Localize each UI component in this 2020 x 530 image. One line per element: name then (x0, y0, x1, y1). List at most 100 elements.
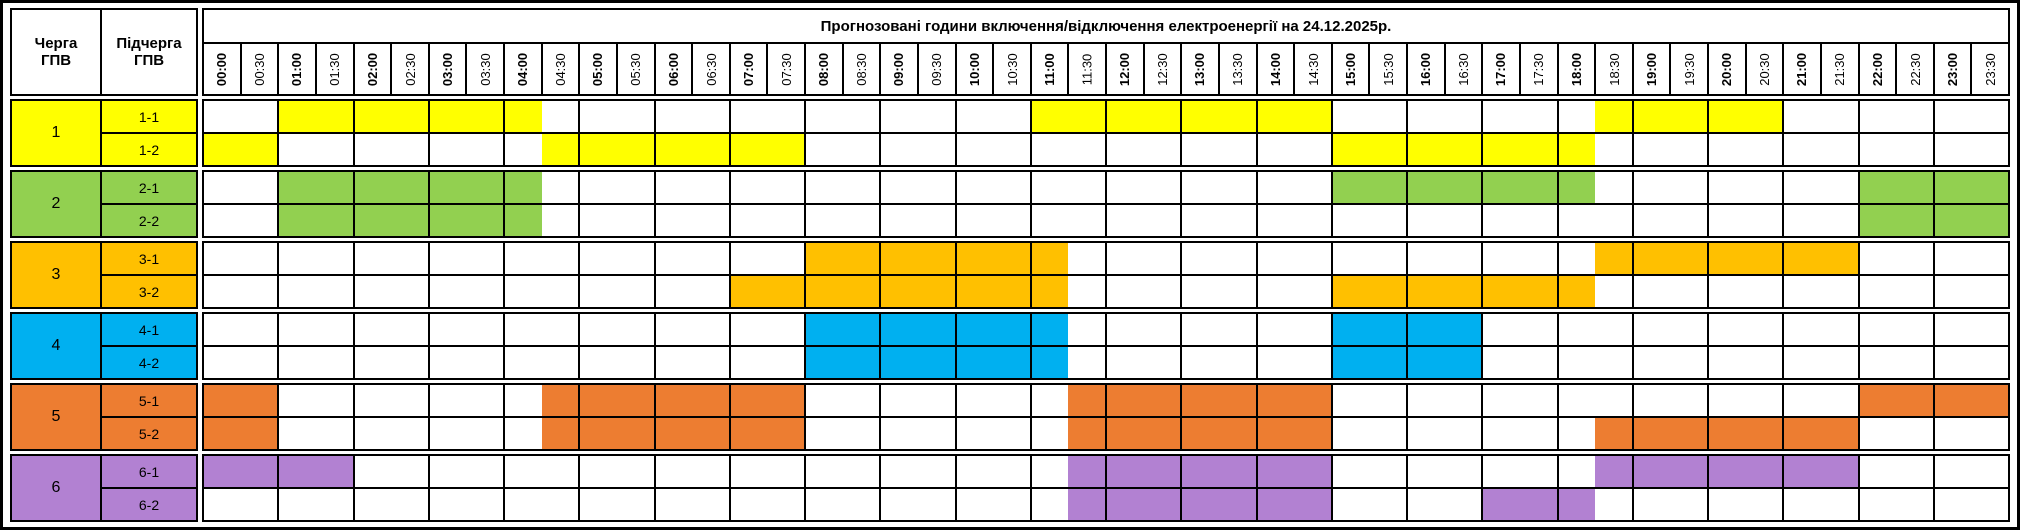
schedule-cell (1670, 243, 1707, 274)
schedule-cell (1932, 314, 1972, 345)
schedule-cell (1255, 243, 1295, 274)
schedule-cell (277, 489, 316, 520)
schedule-cell (843, 101, 880, 132)
schedule-cell (1631, 489, 1671, 520)
time-slot-header: 00:00 (214, 52, 230, 86)
schedule-cell (1971, 205, 2008, 236)
schedule-cell (1971, 347, 2008, 378)
schedule-cell (503, 418, 542, 449)
schedule-cell (1746, 314, 1783, 345)
schedule-cell (1330, 418, 1370, 449)
schedule-cell (728, 314, 768, 345)
time-slot-header: 02:00 (352, 44, 391, 94)
schedule-cell (843, 489, 880, 520)
schedule-cell (204, 314, 241, 345)
schedule-cell (1105, 243, 1144, 274)
schedule-cell (1595, 385, 1632, 416)
schedule-row-6-1 (204, 456, 2008, 489)
schedule-cell (277, 276, 316, 307)
schedule-cell (427, 418, 467, 449)
schedule-cell (1219, 134, 1256, 165)
schedule-cell (503, 134, 542, 165)
queue-group-6: 6 6-1 6-2 (10, 454, 2010, 522)
schedule-cell (1556, 205, 1596, 236)
time-slot-header: 16:00 (1406, 44, 1444, 94)
schedule-cell (1631, 205, 1671, 236)
schedule-cell (1821, 489, 1858, 520)
schedule-cell (804, 489, 843, 520)
schedule-cell (466, 134, 503, 165)
schedule-cell (728, 205, 768, 236)
schedule-cell (1707, 418, 1746, 449)
schedule-cell (1330, 276, 1370, 307)
schedule-cell (918, 205, 955, 236)
time-header: Прогнозовані години включення/відключенн… (202, 8, 2010, 96)
schedule-cell (1068, 243, 1105, 274)
schedule-cell (1821, 101, 1858, 132)
schedule-cell (804, 385, 843, 416)
schedule-cell (391, 172, 428, 203)
schedule-cell (542, 489, 579, 520)
schedule-cell (804, 205, 843, 236)
schedule-cell (1481, 418, 1520, 449)
schedule-cell (1631, 134, 1671, 165)
schedule-cell (204, 456, 241, 487)
schedule-cell (993, 418, 1030, 449)
schedule-cell (1144, 243, 1181, 274)
schedule-cell (315, 172, 353, 203)
schedule-cell (1707, 276, 1746, 307)
schedule-cell (728, 134, 768, 165)
schedule-cell (1481, 243, 1520, 274)
schedule-cell (1369, 134, 1406, 165)
time-slot-header: 00:30 (239, 44, 278, 94)
schedule-cell (352, 456, 392, 487)
schedule-cell (1932, 172, 1972, 203)
schedule-cell (578, 489, 617, 520)
schedule-cell (542, 205, 579, 236)
schedule-cell (917, 314, 955, 345)
schedule-cell (1180, 276, 1219, 307)
schedule-cell (1180, 205, 1219, 236)
schedule-cell (1255, 172, 1295, 203)
time-slot-header: 17:00 (1481, 44, 1519, 94)
schedule-cell (1294, 456, 1331, 487)
time-slot-header: 04:00 (503, 44, 541, 94)
schedule-cell (879, 347, 918, 378)
queue-number-label: 3 (12, 243, 102, 307)
schedule-cell (617, 101, 654, 132)
schedule-cell (1896, 456, 1933, 487)
schedule-cell (617, 347, 654, 378)
schedule-cell (542, 347, 579, 378)
schedule-cell (842, 347, 880, 378)
schedule-cell (1595, 314, 1632, 345)
time-slot-header: 01:00 (277, 44, 315, 94)
schedule-cell (1519, 276, 1557, 307)
queue-number-label: 1 (12, 101, 102, 165)
schedule-cell (1219, 205, 1256, 236)
schedule-cell (653, 347, 693, 378)
schedule-cell (954, 101, 994, 132)
schedule-cell (352, 314, 392, 345)
schedule-cell (1180, 456, 1219, 487)
schedule-cell (1896, 276, 1933, 307)
schedule-cell (503, 489, 542, 520)
schedule-cell (1105, 172, 1144, 203)
schedule-cell (653, 456, 693, 487)
schedule-cell (767, 418, 804, 449)
schedule-cell (578, 385, 617, 416)
schedule-cell (1406, 314, 1445, 345)
time-slot-header: 13:30 (1217, 44, 1256, 94)
schedule-cell (391, 101, 428, 132)
schedule-cell (1595, 243, 1632, 274)
schedule-cell (1745, 101, 1783, 132)
schedule-cell (653, 489, 693, 520)
schedule-cell (617, 172, 654, 203)
schedule-cell (204, 276, 241, 307)
schedule-cell (918, 456, 955, 487)
schedule-cell (1369, 385, 1406, 416)
schedule-cell (767, 172, 804, 203)
schedule-cell (1932, 205, 1972, 236)
schedule-cell (1144, 314, 1181, 345)
schedule-cell (1029, 205, 1069, 236)
schedule-cell (1144, 347, 1181, 378)
